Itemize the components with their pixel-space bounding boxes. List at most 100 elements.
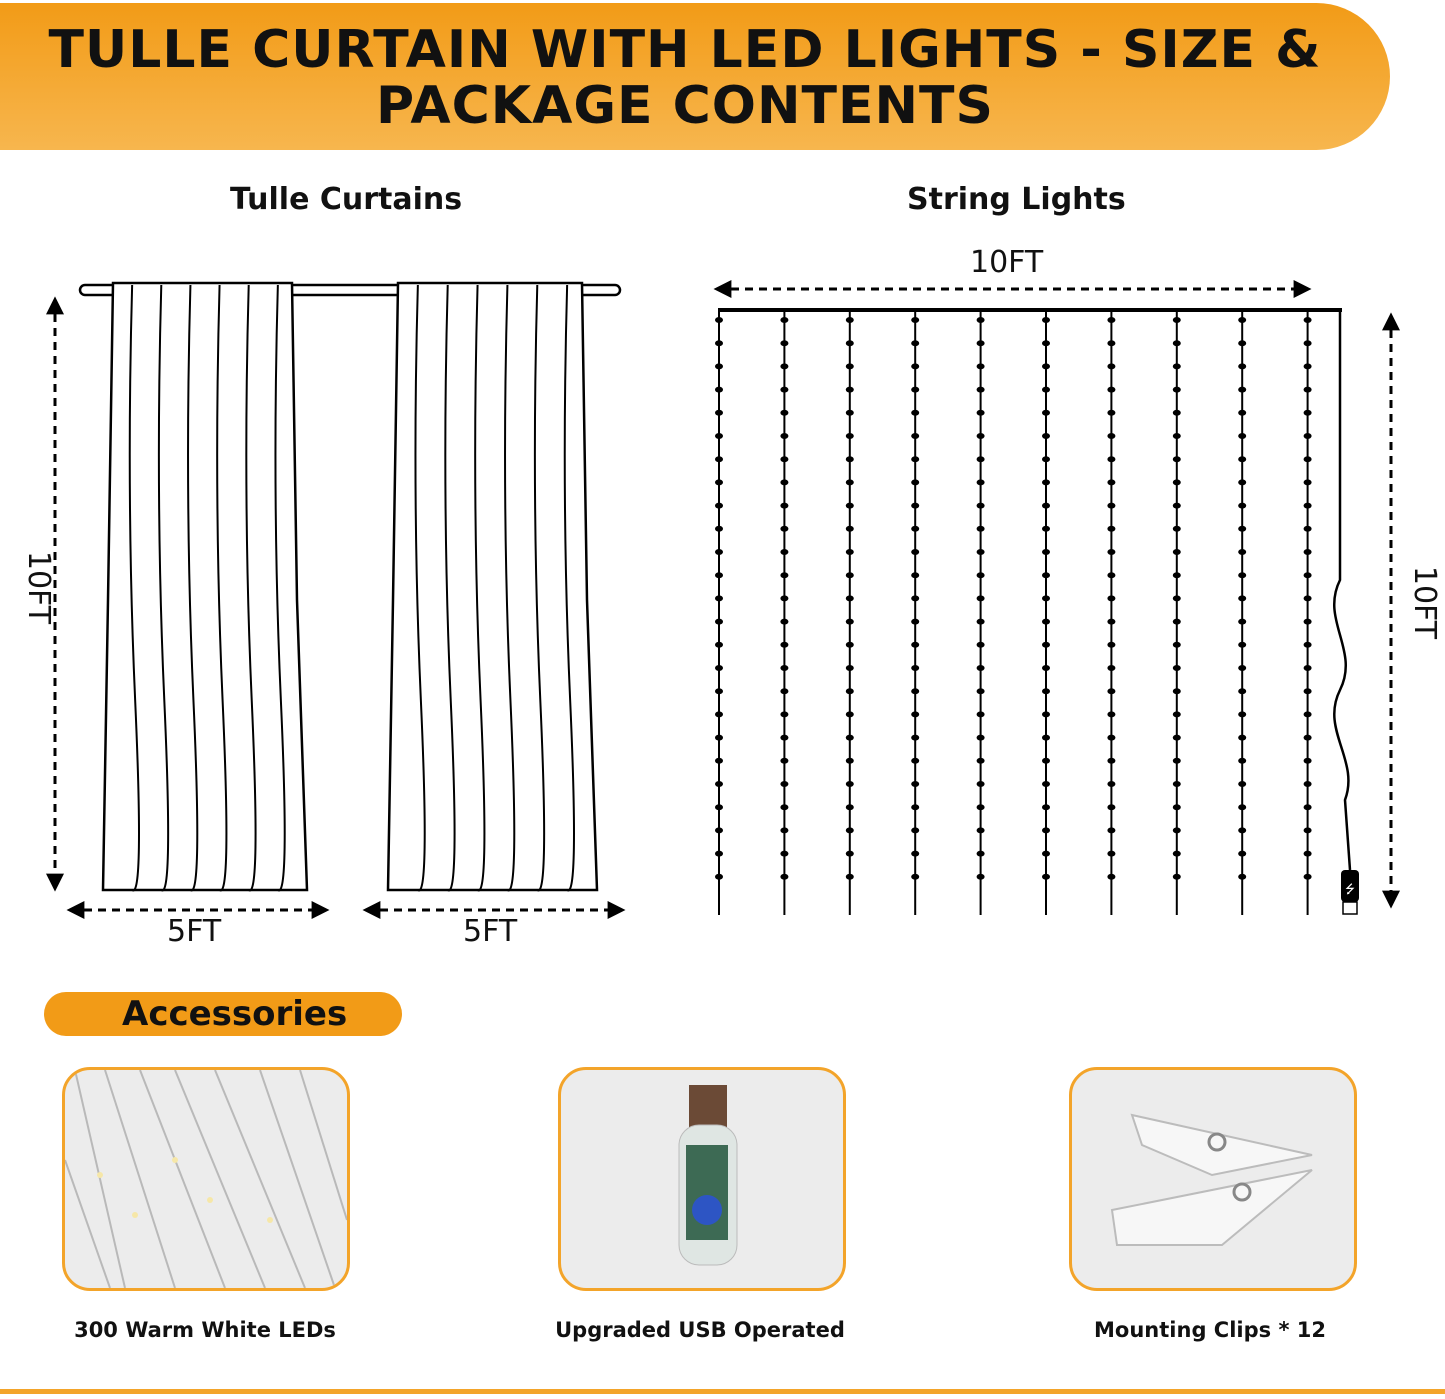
led-bulb bbox=[1238, 711, 1247, 718]
led-bulb bbox=[976, 386, 985, 393]
led-bulb bbox=[715, 479, 723, 486]
led-bulb bbox=[1042, 665, 1050, 671]
led-bulb bbox=[1042, 340, 1050, 347]
led-bulb bbox=[715, 641, 723, 648]
led-bulb bbox=[780, 456, 789, 463]
led-bulb bbox=[715, 340, 723, 347]
usb-caption: Upgraded USB Operated bbox=[555, 1318, 845, 1342]
led-bulb bbox=[715, 409, 723, 416]
led-bulb bbox=[1042, 386, 1050, 393]
led-bulb bbox=[976, 618, 985, 625]
led-bulb bbox=[1107, 827, 1116, 834]
led-bulb bbox=[976, 688, 985, 695]
led-bulb bbox=[1172, 386, 1181, 393]
led-bulb bbox=[1107, 711, 1116, 718]
led-bulb bbox=[1303, 827, 1312, 834]
led-bulb bbox=[845, 804, 854, 811]
led-bulb bbox=[845, 688, 854, 695]
led-bulb bbox=[845, 409, 854, 416]
led-bulb bbox=[976, 850, 985, 857]
curtain-fold bbox=[504, 284, 516, 892]
led-bulb bbox=[715, 688, 723, 695]
led-bulb bbox=[845, 618, 854, 625]
led-bulb bbox=[1303, 502, 1312, 509]
led-bulb bbox=[1238, 340, 1247, 347]
led-bulb bbox=[1172, 479, 1181, 486]
led-bulb bbox=[911, 734, 920, 741]
curtain-height-label: 10FT bbox=[21, 550, 57, 625]
led-bulb bbox=[1107, 479, 1116, 486]
led-bulb bbox=[715, 804, 723, 811]
led-bulb bbox=[976, 665, 985, 671]
led-bulb bbox=[1303, 386, 1312, 393]
led-bulb bbox=[1107, 363, 1116, 370]
led-bulb bbox=[1172, 340, 1181, 347]
led-bulb bbox=[1303, 688, 1312, 695]
curtain-right-width-label: 5FT bbox=[463, 914, 518, 949]
led-bulb bbox=[715, 618, 723, 625]
led-bulb bbox=[911, 409, 920, 416]
led-bulb bbox=[1042, 549, 1050, 555]
led-bulb bbox=[976, 734, 985, 741]
led-bulb bbox=[1042, 502, 1050, 509]
led-bulb bbox=[1238, 665, 1247, 671]
led-bulb bbox=[911, 595, 920, 602]
led-bulb bbox=[1042, 572, 1050, 579]
led-bulb bbox=[1238, 827, 1247, 834]
led-bulb bbox=[715, 549, 723, 555]
curtain-fold bbox=[533, 284, 546, 892]
led-bulb bbox=[1042, 688, 1050, 695]
led-bulb bbox=[715, 572, 723, 579]
led-bulb bbox=[1172, 734, 1181, 741]
led-bulb bbox=[1107, 340, 1116, 347]
led-bulb bbox=[976, 641, 985, 648]
led-bulb bbox=[1172, 781, 1181, 787]
led-bulb bbox=[1042, 873, 1050, 880]
led-bulb bbox=[780, 641, 789, 648]
led-bulb bbox=[911, 618, 920, 625]
led-bulb bbox=[1107, 688, 1116, 695]
led-bulb bbox=[976, 804, 985, 811]
led-bulb bbox=[1238, 433, 1247, 439]
curtain-fold bbox=[245, 284, 257, 892]
led-bulb bbox=[780, 781, 789, 787]
led-bulb bbox=[715, 665, 723, 671]
led-bulb bbox=[780, 734, 789, 741]
led-bulb bbox=[1042, 641, 1050, 648]
led-bulb bbox=[1303, 781, 1312, 787]
led-bulb bbox=[1238, 804, 1247, 811]
led-bulb bbox=[1107, 409, 1116, 416]
accessories-label: Accessories bbox=[122, 994, 348, 1034]
led-bulb bbox=[1042, 456, 1050, 463]
led-bulb bbox=[845, 781, 854, 787]
curtain-panel bbox=[386, 281, 599, 892]
led-bulb bbox=[1107, 525, 1116, 532]
led-bulb bbox=[1238, 386, 1247, 393]
led-bulb bbox=[845, 525, 854, 532]
bottom-divider bbox=[0, 1389, 1445, 1394]
led-bulb bbox=[1107, 502, 1116, 509]
led-bulb bbox=[845, 386, 854, 393]
led-bulb bbox=[845, 340, 854, 347]
led-bulb bbox=[1172, 595, 1181, 602]
led-bulb bbox=[780, 665, 789, 671]
led-bulb bbox=[976, 525, 985, 532]
led-bulb bbox=[845, 317, 854, 323]
usb-plug-icon: ⭍ bbox=[1341, 870, 1359, 915]
led-bulb bbox=[1107, 572, 1116, 579]
led-bulb bbox=[1238, 549, 1247, 555]
led-bulb bbox=[845, 757, 854, 764]
led-bulb bbox=[1172, 317, 1181, 323]
led-bulb bbox=[780, 711, 789, 718]
curtain-left-width-label: 5FT bbox=[167, 914, 222, 949]
led-bulb bbox=[911, 525, 920, 532]
led-bulb bbox=[1042, 317, 1050, 323]
led-bulb bbox=[715, 595, 723, 602]
led-bulb bbox=[911, 479, 920, 486]
led-bulb bbox=[1172, 665, 1181, 671]
led-bulb bbox=[976, 757, 985, 764]
led-bulb bbox=[1107, 665, 1116, 671]
accessories-heading: Accessories bbox=[44, 992, 402, 1036]
led-bulb bbox=[845, 502, 854, 509]
led-bulb bbox=[1172, 804, 1181, 811]
